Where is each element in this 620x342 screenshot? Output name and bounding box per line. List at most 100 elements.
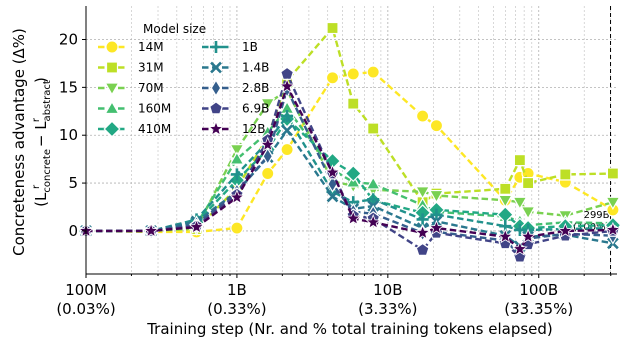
legend-item-70m: 70M [98, 81, 164, 96]
grid [85, 6, 617, 274]
legend-item-160m: 160M [98, 100, 171, 116]
data-point [606, 167, 620, 180]
data-point [512, 196, 528, 211]
axes: 05101520100M(0.03%)1B(0.33%)10B(3.33%)10… [56, 6, 617, 318]
x-tick-sublabel: (0.33%) [207, 300, 266, 318]
legend-item-1b: 1B [202, 40, 258, 54]
y-tick-label: 15 [59, 78, 78, 96]
series-line [86, 70, 614, 259]
data-point [521, 176, 535, 190]
y-tick-label: 10 [59, 126, 78, 144]
data-point [430, 208, 443, 221]
data-point [344, 164, 362, 183]
series-12b [78, 78, 620, 256]
data-point [229, 144, 245, 158]
data-point [428, 189, 445, 204]
y-tick-label: 5 [68, 174, 78, 192]
x-tick-sublabel: (33.35%) [504, 300, 573, 318]
legend-swatch-marker [104, 82, 120, 96]
data-point [415, 109, 430, 123]
legend-label: 1.4B [242, 61, 269, 75]
x-tick-sublabel: (0.03%) [56, 300, 115, 318]
legend-item-6-9b: 6.9B [202, 101, 269, 116]
legend-label: 12B [242, 122, 266, 136]
data-point [367, 122, 380, 135]
vline-label-1: 299B [584, 210, 610, 221]
data-point [512, 240, 528, 256]
data-point [279, 78, 295, 94]
x-tick-label: 100B [519, 281, 558, 299]
legend-title: Model size [143, 22, 206, 36]
legend-label: 160M [138, 102, 171, 116]
x-tick-label: 1B [227, 281, 247, 299]
legend-label: 410M [138, 122, 171, 136]
x-axis-title: Training step (Nr. and % total training … [146, 320, 553, 338]
series-line [86, 113, 613, 233]
x-tick-sublabel: (3.33%) [358, 300, 417, 318]
legend-label: 2.8B [242, 81, 269, 95]
data-point [229, 151, 245, 165]
data-point [188, 218, 205, 234]
legend-label: 14M [138, 40, 164, 54]
legend-item-31m: 31M [98, 61, 164, 75]
legend-item-1-4b: 1.4B [202, 61, 269, 75]
data-point [347, 97, 360, 110]
data-point [143, 222, 159, 238]
data-point [281, 110, 294, 123]
y-tick-label: 0 [68, 222, 78, 240]
legend-label: 31M [138, 61, 164, 75]
data-point [414, 224, 431, 240]
data-point [513, 154, 526, 167]
series-line [86, 83, 613, 251]
data-point [365, 214, 382, 229]
legend-item-12b: 12B [202, 120, 266, 136]
data-point [346, 67, 360, 81]
data-point [326, 190, 339, 203]
data-point [326, 21, 339, 35]
legend-swatch-marker [210, 61, 222, 74]
data-point [280, 142, 294, 157]
series-line [86, 128, 614, 248]
legend: Model size 14M 31M 70M 160M 410M 1B 1.4B 2.8B 6.9… [98, 22, 269, 138]
series-line [86, 25, 613, 233]
data-point [365, 176, 381, 190]
data-point [262, 147, 274, 166]
data-point [497, 228, 514, 244]
data-point [559, 168, 572, 181]
data-point [324, 164, 341, 180]
data-point [497, 194, 513, 209]
data-point [520, 206, 536, 220]
data-point [261, 166, 275, 181]
data-point [230, 168, 243, 181]
legend-swatch-marker [104, 100, 120, 115]
data-point [414, 186, 431, 200]
y-tick-label: 20 [59, 31, 78, 49]
legend-swatch-marker [209, 101, 223, 115]
legend-item-410m: 410M [98, 120, 171, 138]
data-point [230, 221, 244, 235]
data-point [415, 242, 430, 257]
legend-swatch-marker [208, 120, 224, 136]
x-tick-label: 10B [373, 281, 402, 299]
data-point [416, 213, 429, 226]
data-point [428, 219, 445, 235]
data-point [366, 65, 380, 79]
legend-swatch-marker [103, 120, 121, 138]
legend-item-14m: 14M [98, 40, 164, 54]
data-point [520, 228, 536, 244]
data-point [367, 193, 380, 206]
data-point [557, 222, 574, 238]
data-point [345, 210, 362, 226]
legend-swatch-marker [105, 40, 119, 54]
legend-item-2-8b: 2.8B [202, 79, 269, 97]
legend-swatch-marker [210, 79, 222, 97]
legend-label: 6.9B [242, 102, 269, 116]
data-point [429, 118, 444, 133]
y-axis-title-line2: (Lconcreter − Labstractr) [31, 77, 53, 207]
legend-label: 70M [138, 81, 164, 95]
series-line [85, 70, 614, 234]
data-point [605, 221, 620, 237]
data-point [260, 98, 276, 112]
data-point [325, 71, 340, 85]
